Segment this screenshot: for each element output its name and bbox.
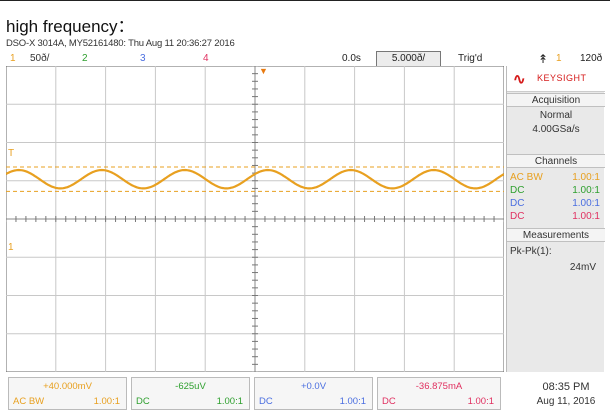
side-panel: ∿ KEYSIGHT Acquisition Normal 4.00GSa/s … <box>506 66 605 372</box>
panel-ch3-coupling: DC <box>510 198 525 209</box>
ch1-trace <box>6 168 504 190</box>
ch1-coupling: AC BW <box>13 396 45 407</box>
trigger-channel[interactable]: 1 <box>556 53 562 64</box>
ch4-info-box[interactable]: -36.875mA DC 1.00:1 <box>377 377 501 410</box>
panel-ch3-ratio: 1.00:1 <box>572 198 600 209</box>
measurement-value: 24mV <box>569 262 596 273</box>
acquisition-title[interactable]: Acquisition <box>507 93 605 107</box>
ch3-coupling: DC <box>259 396 273 407</box>
ch2-probe-ratio: 1.00:1 <box>216 396 243 407</box>
ch2-info-box[interactable]: -625uV DC 1.00:1 <box>131 377 250 410</box>
panel-ch1-ratio: 1.00:1 <box>572 172 600 183</box>
ch1-offset: +40.000mV <box>43 381 92 392</box>
waveform-display[interactable]: T 1 ▼ <box>6 66 504 372</box>
trigger-edge-icon: ↟ <box>538 52 549 66</box>
scope-info-line: DSO-X 3014A, MY52161480: Thu Aug 11 20:3… <box>6 38 235 49</box>
ch1-ground-marker: 1 <box>8 242 14 253</box>
measurement-label: Pk-Pk(1): <box>510 246 552 257</box>
acquisition-mode: Normal <box>539 110 573 121</box>
ch2-coupling: DC <box>136 396 150 407</box>
caption: high frequency： <box>6 17 135 36</box>
measurements-title[interactable]: Measurements <box>507 228 605 242</box>
graticule-grid <box>6 66 504 372</box>
trigger-level[interactable]: 120ð <box>580 53 603 64</box>
ch3-offset: +0.0V <box>300 381 327 392</box>
ch1-info-box[interactable]: +40.000mV AC BW 1.00:1 <box>8 377 127 410</box>
ch2-number[interactable]: 2 <box>82 53 88 64</box>
ch3-probe-ratio: 1.00:1 <box>339 396 366 407</box>
clock-date: Aug 11, 2016 <box>536 396 596 407</box>
ch1-waveform <box>6 168 504 190</box>
top-border <box>0 0 610 1</box>
brand-name: KEYSIGHT <box>537 73 587 83</box>
ch3-info-box[interactable]: +0.0V DC 1.00:1 <box>254 377 373 410</box>
ch1-number[interactable]: 1 <box>10 53 16 64</box>
time-delay[interactable]: 0.0s <box>342 53 361 64</box>
trigger-level-marker: T <box>8 148 14 159</box>
trigger-status: Trig'd <box>458 53 483 64</box>
brand-logo: ∿ KEYSIGHT <box>507 66 605 92</box>
ch1-scale[interactable]: 50ð/ <box>30 53 50 64</box>
panel-ch2-coupling: DC <box>510 185 525 196</box>
ch4-offset: -36.875mA <box>415 381 463 392</box>
channels-title[interactable]: Channels <box>507 154 605 168</box>
acquisition-rate: 4.00GSa/s <box>532 124 580 135</box>
panel-ch1-coupling: AC BW <box>510 172 543 183</box>
panel-ch4-coupling: DC <box>510 211 525 222</box>
time-reference-marker: ▼ <box>259 66 268 76</box>
panel-ch2-ratio: 1.00:1 <box>572 185 600 196</box>
ch1-probe-ratio: 1.00:1 <box>93 396 120 407</box>
ch4-probe-ratio: 1.00:1 <box>467 396 494 407</box>
panel-ch4-ratio: 1.00:1 <box>572 211 600 222</box>
ch3-number[interactable]: 3 <box>140 53 146 64</box>
time-scale-box[interactable]: 5.000ð/ <box>376 51 441 67</box>
ch4-number[interactable]: 4 <box>203 53 209 64</box>
keysight-logo-icon: ∿ <box>513 71 526 88</box>
clock-time: 08:35 PM <box>542 381 590 393</box>
ch2-offset: -625uV <box>175 381 206 392</box>
ch4-coupling: DC <box>382 396 396 407</box>
